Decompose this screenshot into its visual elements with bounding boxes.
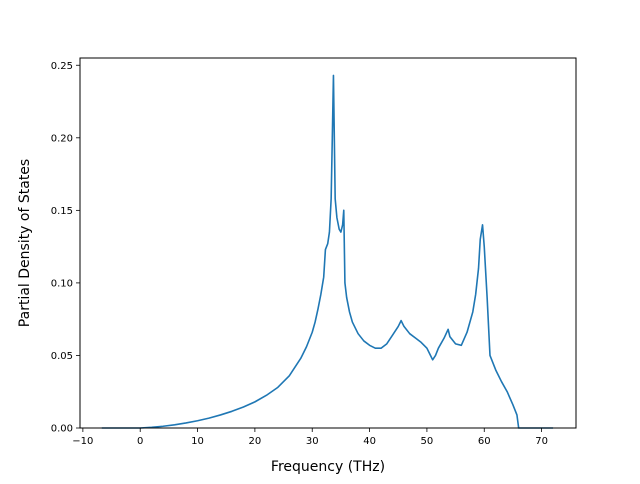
series-line-0 xyxy=(101,74,554,429)
y-tick-label: 0.00 xyxy=(51,424,73,435)
x-tick-label: 40 xyxy=(363,436,376,447)
x-tick-label: 60 xyxy=(478,436,491,447)
x-tick-label: 30 xyxy=(306,436,319,447)
x-axis-label: Frequency (THz) xyxy=(271,459,385,475)
y-axis-ticks: 0.00 0.05 0.10 0.15 0.20 0.25 xyxy=(51,61,80,435)
series-layer xyxy=(101,74,554,429)
axes-frame xyxy=(79,57,577,429)
y-axis-label: Partial Density of States xyxy=(17,159,33,327)
y-tick-label: 0.20 xyxy=(51,133,73,144)
x-tick-label: 0 xyxy=(137,436,143,447)
x-tick-label: 10 xyxy=(191,436,204,447)
x-tick-label: 70 xyxy=(535,436,548,447)
y-tick-label: 0.15 xyxy=(51,206,73,217)
y-tick-label: 0.25 xyxy=(51,61,73,72)
x-tick-label: −10 xyxy=(72,436,93,447)
x-tick-label: 20 xyxy=(249,436,262,447)
y-tick-label: 0.05 xyxy=(51,351,73,362)
y-tick-label: 0.10 xyxy=(51,278,73,289)
x-axis-ticks: −10 0 10 20 30 40 50 60 70 xyxy=(72,428,548,447)
x-tick-label: 50 xyxy=(421,436,434,447)
